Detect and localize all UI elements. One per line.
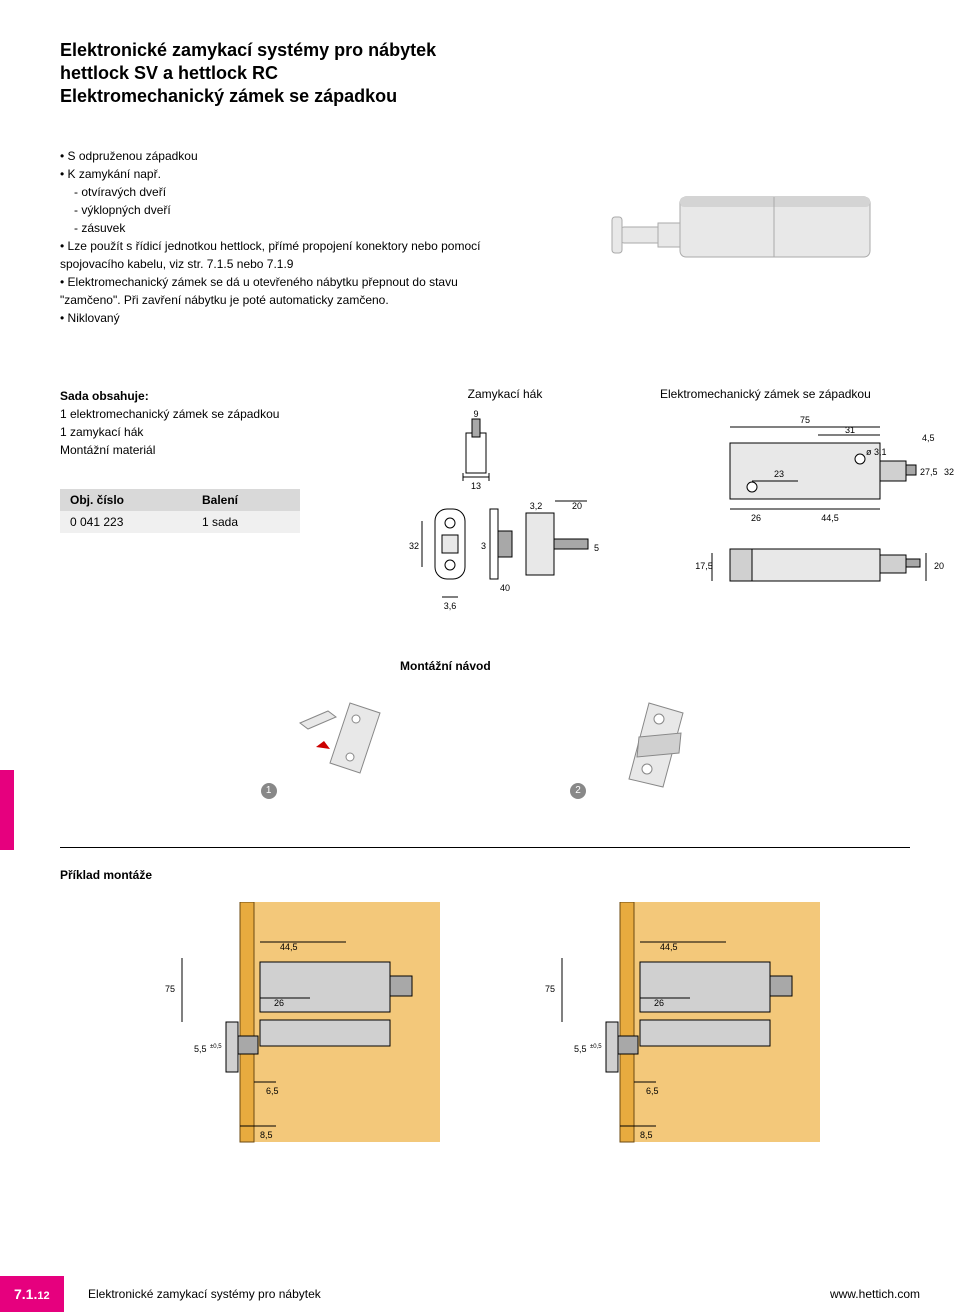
title-block: Elektronické zamykací systémy pro nábyte… bbox=[60, 40, 910, 107]
svg-text:3,2: 3,2 bbox=[530, 501, 543, 511]
step-badge: 1 bbox=[261, 783, 277, 799]
svg-text:5,5: 5,5 bbox=[574, 1044, 587, 1054]
svg-text:26: 26 bbox=[274, 998, 284, 1008]
svg-text:44,5: 44,5 bbox=[821, 513, 839, 523]
lock-diagram-column: Elektromechanický zámek se západkou 75 3… bbox=[660, 387, 960, 629]
svg-text:23: 23 bbox=[774, 469, 784, 479]
svg-text:75: 75 bbox=[165, 984, 175, 994]
svg-text:44,5: 44,5 bbox=[280, 942, 298, 952]
page-footer: 7.1.12 Elektronické zamykací systémy pro… bbox=[0, 1276, 960, 1312]
order-table: Obj. číslo Balení 0 041 223 1 sada bbox=[60, 489, 300, 533]
svg-text:20: 20 bbox=[934, 561, 944, 571]
assembly-step-1: 1 bbox=[261, 683, 420, 807]
svg-text:3: 3 bbox=[481, 541, 486, 551]
set-line: 1 zamykací hák bbox=[60, 423, 350, 441]
separator bbox=[60, 847, 910, 848]
product-photo bbox=[560, 147, 910, 327]
svg-text:5: 5 bbox=[594, 543, 599, 553]
svg-text:13: 13 bbox=[471, 481, 481, 491]
lock-diagram: 75 31 4,5 27,5 32 ø 3,1 23 26 44,5 bbox=[660, 409, 960, 629]
svg-text:17,5: 17,5 bbox=[695, 561, 713, 571]
example-diagram-1: 75 44,5 26 5,5 ±0,5 6,5 8,5 bbox=[120, 902, 440, 1165]
step-badge: 2 bbox=[570, 783, 586, 799]
footer-url: www.hettich.com bbox=[830, 1287, 960, 1301]
set-contents-column: Sada obsahuje: 1 elektromechanický zámek… bbox=[60, 387, 350, 533]
bullet-sub: - otvíravých dveří bbox=[60, 183, 520, 201]
svg-text:3,6: 3,6 bbox=[444, 601, 457, 611]
hook-diagram: 9 13 32 3 40 bbox=[380, 409, 630, 629]
svg-text:4,5: 4,5 bbox=[922, 433, 935, 443]
assembly-step-2: 2 bbox=[570, 683, 709, 807]
svg-text:26: 26 bbox=[654, 998, 664, 1008]
intro-section: S odpruženou západkou K zamykání např. -… bbox=[60, 147, 910, 327]
svg-text:6,5: 6,5 bbox=[646, 1086, 659, 1096]
title-line-3: Elektromechanický zámek se západkou bbox=[60, 86, 910, 107]
svg-text:32: 32 bbox=[944, 467, 954, 477]
svg-text:ø 3,1: ø 3,1 bbox=[866, 447, 887, 457]
feature-bullets: S odpruženou západkou K zamykání např. -… bbox=[60, 147, 520, 327]
set-line: Montážní materiál bbox=[60, 441, 350, 459]
svg-text:27,5: 27,5 bbox=[920, 467, 938, 477]
svg-text:20: 20 bbox=[572, 501, 582, 511]
assembly-title: Montážní návod bbox=[400, 659, 910, 673]
page-number: 7.1.12 bbox=[0, 1276, 64, 1312]
set-line: 1 elektromechanický zámek se západkou bbox=[60, 405, 350, 423]
svg-text:6,5: 6,5 bbox=[266, 1086, 279, 1096]
bullet-item: Elektromechanický zámek se dá u otevřené… bbox=[60, 273, 520, 309]
svg-text:8,5: 8,5 bbox=[260, 1130, 273, 1140]
svg-text:26: 26 bbox=[751, 513, 761, 523]
svg-text:9: 9 bbox=[473, 409, 478, 419]
page: Elektronické zamykací systémy pro nábyte… bbox=[0, 0, 960, 1312]
bullet-item: Lze použít s řídicí jednotkou hettlock, … bbox=[60, 237, 520, 273]
set-heading: Sada obsahuje: bbox=[60, 387, 350, 405]
footer-text: Elektronické zamykací systémy pro nábyte… bbox=[64, 1287, 830, 1301]
svg-text:32: 32 bbox=[409, 541, 419, 551]
svg-text:44,5: 44,5 bbox=[660, 942, 678, 952]
side-tab bbox=[0, 770, 14, 850]
example-row: 75 44,5 26 5,5 ±0,5 6,5 8,5 bbox=[60, 902, 910, 1165]
svg-text:31: 31 bbox=[845, 425, 855, 435]
example-title: Příklad montáže bbox=[60, 868, 910, 882]
svg-text:±0,5: ±0,5 bbox=[590, 1044, 602, 1050]
assembly-guide: Montážní návod 1 2 bbox=[60, 659, 910, 807]
td-order: 0 041 223 bbox=[60, 511, 192, 533]
bullet-sub: - výklopných dveří bbox=[60, 201, 520, 219]
hook-diagram-column: Zamykací hák 9 13 32 bbox=[380, 387, 630, 629]
example-diagram-2: 75 44,5 26 5,5 ±0,5 6,5 8,5 bbox=[500, 902, 820, 1165]
th-order: Obj. číslo bbox=[60, 489, 192, 511]
svg-text:75: 75 bbox=[800, 415, 810, 425]
hook-title: Zamykací hák bbox=[380, 387, 630, 401]
svg-text:±0,5: ±0,5 bbox=[210, 1044, 222, 1050]
svg-text:40: 40 bbox=[500, 583, 510, 593]
title-line-2: hettlock SV a hettlock RC bbox=[60, 63, 910, 84]
bullet-item: K zamykání např. bbox=[60, 165, 520, 183]
svg-text:75: 75 bbox=[545, 984, 555, 994]
lock-title: Elektromechanický zámek se západkou bbox=[660, 387, 960, 401]
bullet-item: S odpruženou západkou bbox=[60, 147, 520, 165]
svg-text:8,5: 8,5 bbox=[640, 1130, 653, 1140]
title-line-1: Elektronické zamykací systémy pro nábyte… bbox=[60, 40, 910, 61]
bullet-sub: - zásuvek bbox=[60, 219, 520, 237]
spec-section: Sada obsahuje: 1 elektromechanický zámek… bbox=[60, 387, 910, 629]
bullet-item: Niklovaný bbox=[60, 309, 520, 327]
td-pack: 1 sada bbox=[192, 511, 300, 533]
svg-text:5,5: 5,5 bbox=[194, 1044, 207, 1054]
th-pack: Balení bbox=[192, 489, 300, 511]
